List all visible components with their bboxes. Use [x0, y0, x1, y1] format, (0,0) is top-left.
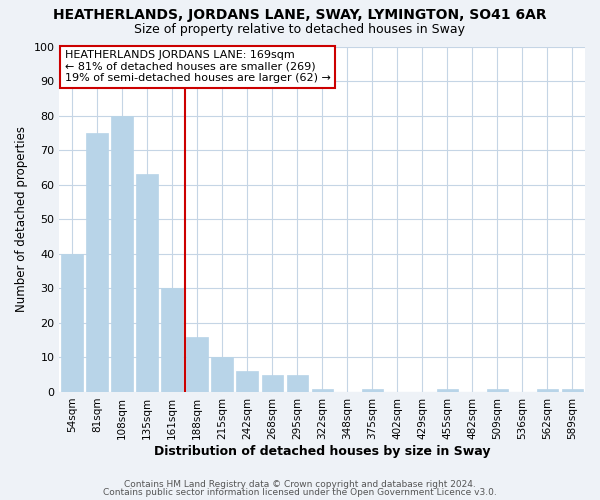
Bar — [537, 388, 558, 392]
Bar — [161, 288, 182, 392]
Bar — [262, 374, 283, 392]
Text: HEATHERLANDS JORDANS LANE: 169sqm
← 81% of detached houses are smaller (269)
19%: HEATHERLANDS JORDANS LANE: 169sqm ← 81% … — [65, 50, 331, 83]
Bar — [236, 371, 258, 392]
Text: Contains HM Land Registry data © Crown copyright and database right 2024.: Contains HM Land Registry data © Crown c… — [124, 480, 476, 489]
Bar — [362, 388, 383, 392]
Bar — [487, 388, 508, 392]
Bar — [311, 388, 333, 392]
Bar — [287, 374, 308, 392]
Text: Contains public sector information licensed under the Open Government Licence v3: Contains public sector information licen… — [103, 488, 497, 497]
Bar — [562, 388, 583, 392]
Bar — [187, 336, 208, 392]
Bar — [112, 116, 133, 392]
Bar — [136, 174, 158, 392]
Bar — [86, 133, 107, 392]
Y-axis label: Number of detached properties: Number of detached properties — [15, 126, 28, 312]
X-axis label: Distribution of detached houses by size in Sway: Distribution of detached houses by size … — [154, 444, 490, 458]
Bar — [61, 254, 83, 392]
Bar — [211, 358, 233, 392]
Text: HEATHERLANDS, JORDANS LANE, SWAY, LYMINGTON, SO41 6AR: HEATHERLANDS, JORDANS LANE, SWAY, LYMING… — [53, 8, 547, 22]
Text: Size of property relative to detached houses in Sway: Size of property relative to detached ho… — [134, 22, 466, 36]
Bar — [437, 388, 458, 392]
